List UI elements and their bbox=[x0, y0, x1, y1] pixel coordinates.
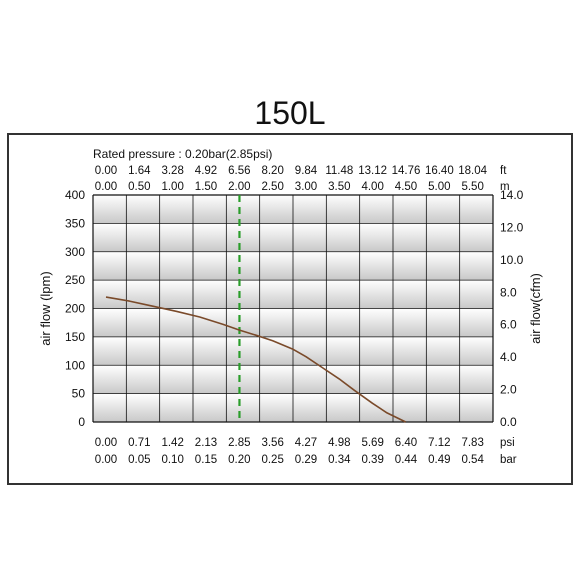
y-right-tick-label: 2.0 bbox=[500, 383, 517, 397]
y-left-tick-label: 100 bbox=[65, 358, 85, 372]
y-right-tick-label: 8.0 bbox=[500, 285, 517, 299]
x-top-m-tick-label: 2.00 bbox=[228, 181, 250, 193]
y-left-tick-label: 150 bbox=[65, 330, 85, 344]
x-top-m-tick-label: 4.00 bbox=[361, 181, 383, 193]
x-top-ft-tick-label: 14.76 bbox=[392, 165, 421, 177]
x-top-m-unit: m bbox=[500, 181, 510, 193]
y-right-tick-label: 12.0 bbox=[500, 220, 524, 234]
x-bottom-psi-tick-label: 4.27 bbox=[295, 437, 317, 449]
x-bottom-psi-tick-label: 6.40 bbox=[395, 437, 417, 449]
y-right-tick-label: 14.0 bbox=[500, 188, 524, 202]
x-bottom-bar-unit: bar bbox=[500, 454, 517, 466]
x-bottom-bar-tick-label: 0.00 bbox=[95, 454, 117, 466]
x-top-m-tick-label: 0.50 bbox=[128, 181, 150, 193]
y-left-axis-title: air flow (lpm) bbox=[38, 271, 53, 345]
x-bottom-bar-tick-label: 0.05 bbox=[128, 454, 150, 466]
x-bottom-bar-tick-label: 0.20 bbox=[228, 454, 250, 466]
y-left-tick-label: 0 bbox=[78, 415, 85, 429]
y-left-tick-label: 200 bbox=[65, 302, 85, 316]
x-top-m-tick-label: 2.50 bbox=[261, 181, 283, 193]
x-top-ft-unit: ft bbox=[500, 165, 507, 177]
y-left-tick-label: 250 bbox=[65, 273, 85, 287]
x-bottom-bar-tick-label: 0.49 bbox=[428, 454, 450, 466]
x-top-ft-tick-label: 0.00 bbox=[95, 165, 117, 177]
x-bottom-psi-tick-label: 5.69 bbox=[361, 437, 383, 449]
x-top-ft-tick-label: 18.04 bbox=[458, 165, 487, 177]
x-top-m-tick-label: 1.50 bbox=[195, 181, 217, 193]
x-bottom-bar-tick-label: 0.34 bbox=[328, 454, 351, 466]
air-flow-curve bbox=[105, 296, 407, 423]
x-bottom-psi-tick-label: 1.42 bbox=[161, 437, 183, 449]
x-top-ft-tick-label: 11.48 bbox=[325, 165, 353, 177]
x-bottom-bar-tick-label: 0.25 bbox=[261, 454, 283, 466]
x-bottom-bar-tick-label: 0.44 bbox=[395, 454, 418, 466]
x-bottom-bar-tick-label: 0.54 bbox=[461, 454, 484, 466]
x-top-ft-tick-label: 3.28 bbox=[161, 165, 183, 177]
x-bottom-psi-tick-label: 0.71 bbox=[128, 437, 150, 449]
x-bottom-bar-tick-label: 0.15 bbox=[195, 454, 217, 466]
x-top-ft-tick-label: 6.56 bbox=[228, 165, 250, 177]
y-left-tick-label: 300 bbox=[65, 245, 85, 259]
x-top-ft-tick-label: 1.64 bbox=[128, 165, 151, 177]
chart-marks: 0 50 100 150 200 250 300 350 400 0.0 2.0 4.0 6.0 8.0 1… bbox=[38, 165, 543, 466]
x-top-m-tick-label: 1.00 bbox=[161, 181, 183, 193]
x-top-ft-tick-label: 4.92 bbox=[195, 165, 217, 177]
x-top-ft-tick-label: 9.84 bbox=[295, 165, 318, 177]
x-top-m-tick-label: 0.00 bbox=[95, 181, 117, 193]
x-bottom-bar-tick-label: 0.10 bbox=[161, 454, 183, 466]
y-left-tick-label: 50 bbox=[72, 387, 86, 401]
x-top-m-tick-label: 5.00 bbox=[428, 181, 450, 193]
y-right-tick-label: 6.0 bbox=[500, 318, 517, 332]
y-right-tick-label: 4.0 bbox=[500, 350, 517, 364]
y-right-tick-label: 10.0 bbox=[500, 253, 524, 267]
x-bottom-bar-tick-label: 0.29 bbox=[295, 454, 317, 466]
x-bottom-psi-tick-label: 4.98 bbox=[328, 437, 350, 449]
y-right-tick-label: 0.0 bbox=[500, 415, 517, 429]
x-top-m-tick-label: 4.50 bbox=[395, 181, 417, 193]
plot-area bbox=[92, 194, 494, 423]
x-bottom-psi-tick-label: 0.00 bbox=[95, 437, 117, 449]
x-top-m-tick-label: 3.50 bbox=[328, 181, 350, 193]
y-left-tick-label: 400 bbox=[65, 188, 85, 202]
chart-title: 150L bbox=[254, 95, 325, 131]
x-bottom-psi-unit: psi bbox=[500, 437, 515, 449]
x-top-m-tick-label: 3.00 bbox=[295, 181, 317, 193]
chart-frame bbox=[7, 133, 573, 485]
x-bottom-psi-tick-label: 7.12 bbox=[428, 437, 450, 449]
x-top-ft-tick-label: 13.12 bbox=[358, 165, 387, 177]
y-left-tick-label: 350 bbox=[65, 216, 85, 230]
x-bottom-psi-tick-label: 2.13 bbox=[195, 437, 217, 449]
x-top-ft-tick-label: 16.40 bbox=[425, 165, 454, 177]
rated-pressure-label: Rated pressure : 0.20bar(2.85psi) bbox=[93, 147, 272, 161]
x-top-ft-tick-label: 8.20 bbox=[261, 165, 283, 177]
x-bottom-psi-tick-label: 2.85 bbox=[228, 437, 250, 449]
x-bottom-psi-tick-label: 7.83 bbox=[461, 437, 483, 449]
x-top-m-tick-label: 5.50 bbox=[461, 181, 483, 193]
y-right-axis-title: air flow(cfm) bbox=[528, 273, 543, 344]
x-bottom-psi-tick-label: 3.56 bbox=[261, 437, 283, 449]
x-bottom-bar-tick-label: 0.39 bbox=[361, 454, 383, 466]
